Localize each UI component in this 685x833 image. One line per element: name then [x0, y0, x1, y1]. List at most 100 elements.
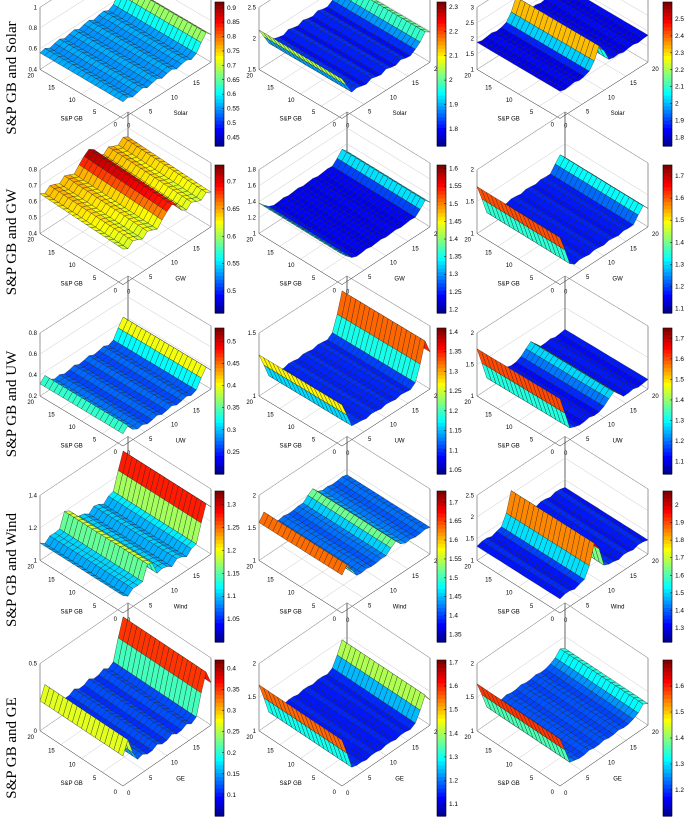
z-tick-label: 1	[253, 558, 257, 564]
colorbar-segment	[663, 16, 672, 21]
colorbar-segment	[663, 5, 672, 10]
colorbar-segment	[437, 397, 446, 402]
colorbar-tick-label: 1.9	[675, 118, 684, 125]
colorbar-segment	[215, 131, 224, 136]
colorbar-segment	[663, 611, 672, 617]
y-axis-label: UW	[176, 438, 186, 444]
y-tick-label: 0	[346, 451, 350, 457]
colorbar-segment	[437, 77, 446, 82]
colorbar-segment	[437, 48, 446, 53]
colorbar-segment	[215, 379, 224, 384]
colorbar-segment	[215, 452, 224, 457]
colorbar-tick-label: 0.9	[227, 5, 236, 12]
colorbar-segment	[437, 231, 446, 236]
colorbar: 21.91.81.71.61.51.41.3	[662, 490, 684, 643]
y-tick-label: 5	[586, 275, 590, 281]
colorbar-segment	[215, 110, 224, 115]
colorbar-tick-label: 0.7	[227, 62, 236, 69]
colorbar-tick-label: 1.7	[449, 499, 458, 506]
colorbar-segment	[663, 540, 672, 545]
colorbar-segment	[663, 92, 672, 97]
colorbar-tick-label: 1.5	[449, 201, 458, 208]
colorbar-segment	[663, 231, 672, 236]
colorbar-segment	[437, 382, 446, 387]
colorbar-segment	[437, 183, 446, 188]
colorbar-segment	[215, 433, 224, 439]
colorbar-segment	[663, 562, 672, 568]
colorbar-segment	[215, 227, 224, 233]
colorbar-segment	[215, 346, 224, 351]
x-tick-label: 10	[506, 425, 513, 431]
colorbar-segment	[437, 328, 446, 333]
colorbar-segment	[437, 242, 446, 247]
y-axis-label: Wind	[393, 604, 407, 610]
colorbar-segment	[663, 452, 672, 457]
x-axis-line	[39, 69, 124, 119]
colorbar-segment	[215, 604, 224, 609]
colorbar-segment	[663, 81, 672, 86]
colorbar-segment	[437, 331, 446, 336]
colorbar-frame	[662, 1, 673, 147]
y-axis-line	[122, 61, 212, 119]
colorbar-segment	[437, 404, 446, 409]
colorbar-segment	[215, 419, 224, 424]
colorbar-segment	[437, 466, 446, 471]
colorbar-segment	[437, 353, 446, 358]
colorbar-segment	[437, 56, 446, 61]
colorbar-segment	[663, 246, 672, 251]
y-tick-label: 0	[346, 618, 350, 624]
colorbar-segment	[663, 455, 672, 460]
floor-gridline	[539, 49, 628, 107]
colorbar: 1.71.61.51.41.31.21.1	[662, 164, 684, 314]
colorbar-segment	[437, 2, 446, 7]
colorbar-segment	[215, 592, 224, 598]
colorbar-segment	[437, 38, 446, 43]
colorbar-segment	[663, 506, 672, 511]
colorbar-segment	[215, 261, 224, 266]
colorbar-segment	[215, 349, 224, 355]
colorbar-segment	[215, 34, 224, 39]
colorbar-tick-label: 1.5	[675, 376, 684, 383]
y-tick-label: 5	[368, 603, 372, 609]
z-gridline	[39, 0, 212, 29]
x-tick-label: 5	[312, 604, 316, 610]
colorbar-segment	[437, 187, 446, 192]
colorbar-segment	[215, 619, 224, 624]
colorbar-segment	[437, 213, 446, 218]
colorbar-segment	[437, 375, 446, 380]
x-axis-line	[39, 233, 124, 285]
colorbar-segment	[437, 70, 446, 75]
colorbar-tick-label: 2.1	[449, 53, 458, 60]
colorbar-segment	[437, 205, 446, 210]
colorbar-segment	[215, 382, 224, 387]
y-tick-label: 15	[412, 574, 419, 580]
z-tick-label: 1.5	[466, 52, 475, 58]
colorbar-segment	[437, 276, 446, 281]
colorbar-segment	[437, 95, 446, 100]
x-tick-label: 5	[312, 438, 316, 444]
colorbar-segment	[663, 574, 672, 579]
x-tick-label: 0	[114, 122, 118, 128]
colorbar-segment	[663, 466, 672, 471]
colorbar-frame	[214, 164, 225, 314]
colorbar-segment	[215, 66, 224, 71]
x-axis-label: S&P GB	[498, 282, 520, 288]
colorbar-segment	[663, 84, 672, 89]
colorbar: 2.32.22.121.91.8	[436, 1, 458, 147]
colorbar-tick-label: 1.4	[675, 239, 684, 246]
colorbar-segment	[215, 506, 224, 511]
z-tick-label: 2.5	[248, 5, 257, 11]
y-tick-label: 0	[127, 290, 131, 296]
colorbar-tick-label: 1.8	[449, 126, 458, 133]
surface	[258, 149, 431, 258]
colorbar-tick-label: 1.2	[675, 438, 684, 445]
colorbar-segment	[215, 106, 224, 111]
colorbar-segment	[437, 346, 446, 351]
colorbar-segment	[663, 110, 672, 115]
y-tick-label: 10	[390, 423, 397, 429]
colorbar-segment	[663, 239, 672, 244]
colorbar-segment	[215, 231, 224, 236]
colorbar-segment	[215, 142, 224, 147]
colorbar-segment	[663, 390, 672, 395]
